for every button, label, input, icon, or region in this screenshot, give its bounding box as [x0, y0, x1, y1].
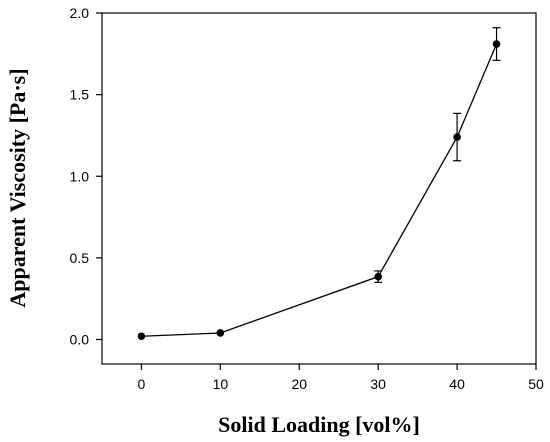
x-tick-label: 30	[370, 376, 386, 392]
y-tick-label: 1.0	[70, 168, 90, 184]
data-point	[137, 332, 146, 341]
data-point	[374, 272, 382, 281]
y-tick-label: 0.5	[70, 250, 90, 266]
y-tick-label: 1.5	[70, 87, 90, 103]
y-tick-label: 0.0	[70, 332, 90, 348]
x-tick-label: 40	[449, 376, 465, 392]
x-tick-label: 10	[213, 376, 229, 392]
y-tick-label: 2.0	[70, 5, 90, 21]
data-point	[453, 133, 461, 141]
data-point	[216, 329, 225, 337]
x-tick-label: 50	[528, 376, 544, 392]
series	[137, 27, 501, 341]
x-axis-title: Solid Loading [vol%]	[218, 412, 420, 437]
x-tick-label: 0	[138, 376, 146, 392]
x-tick-label: 20	[291, 376, 307, 392]
x-axis: 0 10 20 30 40 50	[138, 364, 544, 392]
data-point	[492, 40, 501, 48]
y-axis: 0.0 0.5 1.0 1.5 2.0	[70, 5, 102, 348]
plot-frame	[101, 12, 537, 365]
series-line	[141, 43, 498, 337]
y-axis-title: Apparent Viscosity [Pa·s]	[5, 68, 30, 307]
